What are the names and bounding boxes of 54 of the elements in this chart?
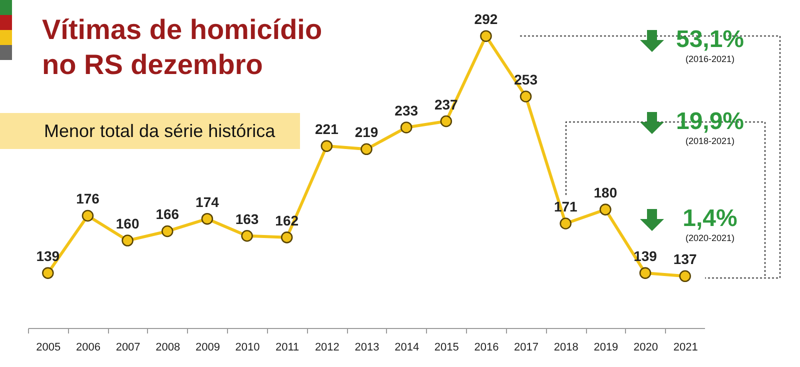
data-label: 139	[36, 248, 60, 264]
point	[360, 143, 372, 156]
annotation: (2018-2021)	[684, 136, 736, 146]
data-label: 163	[235, 210, 259, 227]
data-label: 221	[314, 121, 339, 138]
x-tick-label: 2013	[354, 342, 380, 354]
point	[42, 267, 54, 279]
point	[560, 218, 572, 230]
data-label: 166	[156, 206, 180, 222]
point	[280, 232, 293, 244]
x-tick-label: 2019	[594, 342, 618, 354]
x-tick-label: 2009	[195, 342, 220, 354]
x-tick-label: 2010	[235, 342, 260, 354]
point	[600, 204, 612, 216]
point	[82, 210, 94, 222]
annotation: 19,9%	[674, 108, 746, 136]
data-label: 292	[474, 11, 498, 28]
point	[639, 267, 652, 279]
x-tick-label: 2020	[634, 342, 658, 354]
data-label: 176	[76, 190, 100, 207]
data-label: 180	[594, 184, 618, 201]
annotation: 53,1%	[674, 26, 746, 54]
x-tick-label: 2018	[554, 342, 578, 354]
x-tick-label: 2006	[76, 342, 100, 354]
data-label: 137	[673, 251, 697, 268]
point	[679, 270, 691, 282]
point	[520, 90, 532, 102]
point	[400, 122, 412, 134]
data-label: 233	[394, 102, 418, 118]
point	[122, 234, 134, 246]
point	[201, 212, 214, 225]
x-tick-label: 2017	[514, 342, 539, 354]
x-tick-label: 2011	[276, 342, 300, 354]
point	[161, 225, 174, 238]
x-tick-label: 2005	[36, 342, 61, 354]
point	[241, 230, 253, 242]
annotation: (2020-2021)	[684, 233, 736, 243]
point	[480, 30, 492, 42]
chart-title: Vítimas de homicídio no RS dezembro	[42, 13, 324, 82]
x-tick-label: 2014	[394, 342, 420, 354]
data-label: 219	[354, 124, 378, 140]
x-tick-label: 2015	[434, 342, 459, 354]
point	[320, 140, 333, 152]
x-tick-label: 2016	[474, 342, 499, 354]
point	[440, 115, 452, 128]
x-tick-label: 2007	[116, 342, 140, 354]
x-tick-label: 2008	[156, 342, 180, 354]
annotation: (2016-2021)	[684, 54, 736, 64]
x-tick-label: 2021	[673, 342, 698, 354]
label-panel: Menor total da série histórica	[0, 113, 300, 149]
data-label: 174	[196, 194, 220, 210]
annotation: 1,4%	[682, 205, 738, 233]
x-tick-label: 2012	[314, 342, 340, 354]
data-label: 160	[116, 216, 140, 232]
